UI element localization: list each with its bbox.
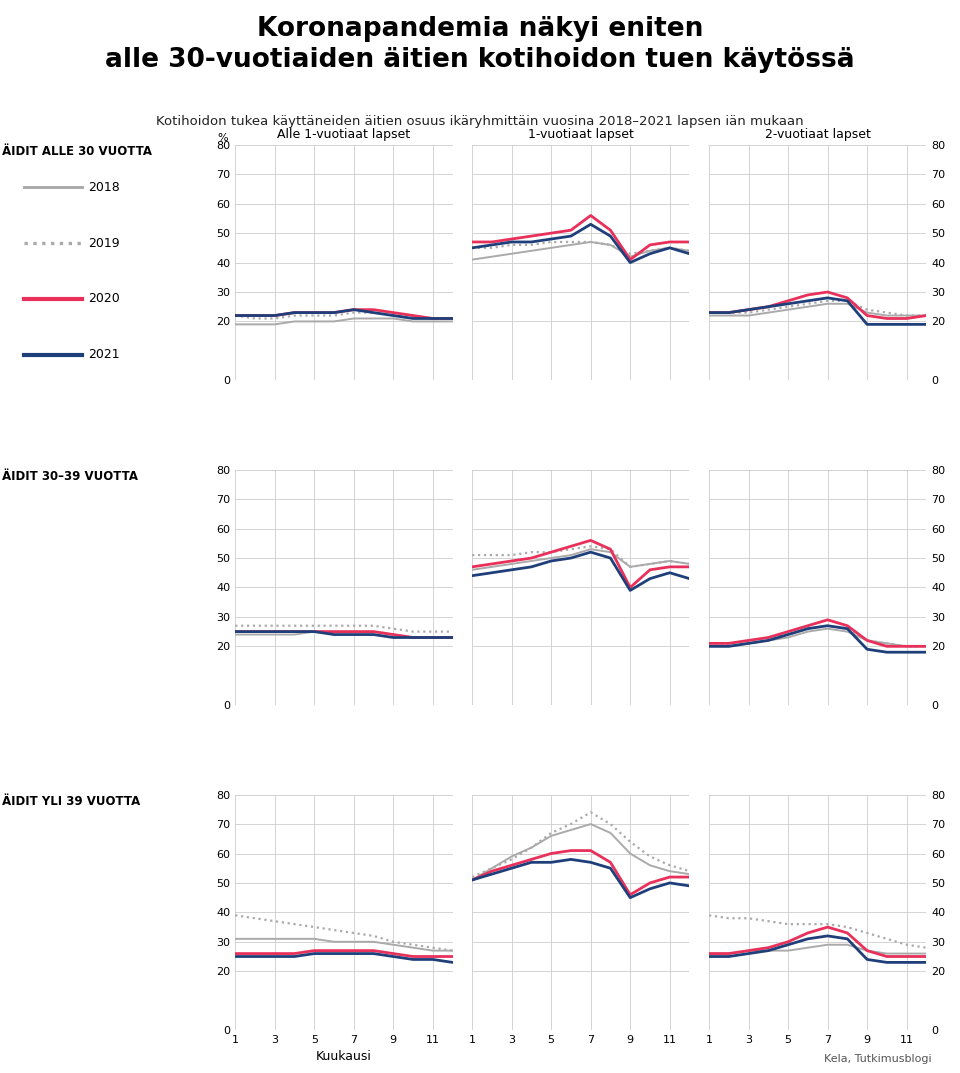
Text: Koronapandemia näkyi eniten
alle 30-vuotiaiden äitien kotihoidon tuen käytössä: Koronapandemia näkyi eniten alle 30-vuot… [106,16,854,73]
Title: 1-vuotiaat lapset: 1-vuotiaat lapset [528,128,634,141]
Text: Kotihoidon tukea käyttäneiden äitien osuus ikäryhmittäin vuosina 2018–2021 lapse: Kotihoidon tukea käyttäneiden äitien osu… [156,115,804,128]
Text: ÄIDIT ALLE 30 VUOTTA: ÄIDIT ALLE 30 VUOTTA [2,145,152,158]
Text: ÄIDIT 30–39 VUOTTA: ÄIDIT 30–39 VUOTTA [2,470,138,483]
Text: ÄIDIT YLI 39 VUOTTA: ÄIDIT YLI 39 VUOTTA [2,795,140,808]
Text: %: % [218,133,228,143]
Title: 2-vuotiaat lapset: 2-vuotiaat lapset [765,128,871,141]
Text: 2020: 2020 [88,292,120,306]
Text: Kela, Tutkimusblogi: Kela, Tutkimusblogi [824,1055,931,1064]
Title: Alle 1-vuotiaat lapset: Alle 1-vuotiaat lapset [277,128,411,141]
X-axis label: Kuukausi: Kuukausi [316,1050,372,1063]
Text: 2018: 2018 [88,180,120,194]
Text: 2021: 2021 [88,348,120,362]
Text: 2019: 2019 [88,236,120,250]
